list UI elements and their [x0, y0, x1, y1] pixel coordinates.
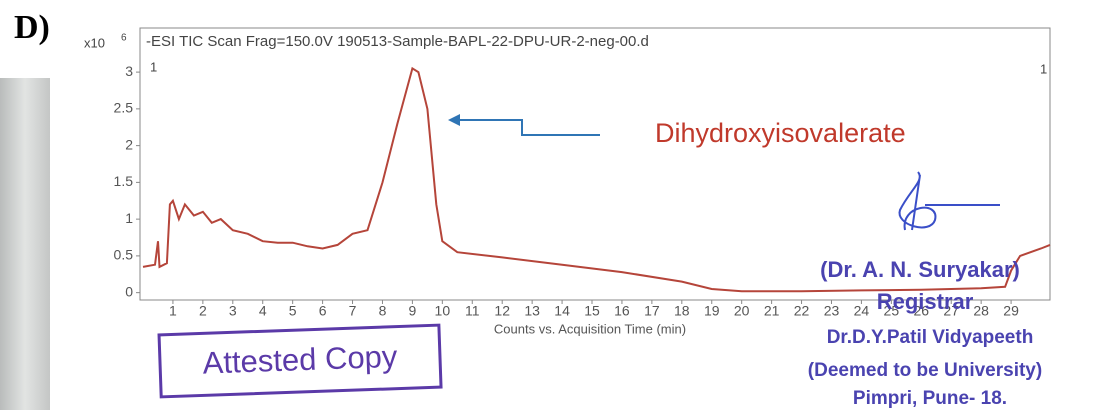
x-tick-label: 16: [614, 303, 630, 319]
annotation: Dihydroxyisovalerate: [655, 118, 906, 148]
x-tick-label: 25: [884, 303, 900, 319]
stamp: Attested Copy: [157, 323, 443, 399]
y-tick-label: 3: [125, 63, 133, 79]
vial-photo: [0, 78, 50, 410]
trace: [142, 66, 1051, 293]
x-tick-label: 22: [794, 303, 810, 319]
x-tick-label: 8: [379, 303, 387, 319]
signature-line: (Dr. A. N. Suryakar): [820, 257, 1020, 282]
signature-line: Dr.D.Y.Patil Vidyapeeth: [827, 327, 1034, 348]
arrow: [458, 119, 600, 136]
x-tick-label: 14: [554, 303, 570, 319]
x-axis-label: Counts vs. Acquisition Time (min): [494, 321, 686, 336]
arrow-head: [448, 114, 460, 126]
x-tick-label: 4: [259, 303, 267, 319]
signature: (Dr. A. N. Suryakar) Registrar Dr.D.Y.Pa…: [808, 257, 1042, 409]
x-tick-label: 1: [169, 303, 177, 319]
x-tick-label: 2: [199, 303, 207, 319]
y-tick-label: 0.5: [114, 247, 134, 263]
x-tick-label: 20: [734, 303, 750, 319]
y-tick-label: 1.5: [114, 173, 134, 189]
y-tick-label: 2.5: [114, 100, 134, 116]
y-scale-exponent: 6: [121, 33, 127, 44]
x-tick-label: 28: [973, 303, 989, 319]
x-tick-label: 10: [435, 303, 451, 319]
x-tick-label: 17: [644, 303, 660, 319]
y-tick-label: 0: [125, 283, 133, 299]
x-tick-label: 18: [674, 303, 690, 319]
signature-line: Pimpri, Pune- 18.: [853, 388, 1007, 409]
x-tick-label: 9: [409, 303, 417, 319]
y-tick-label: 2: [125, 136, 133, 152]
marker: 1: [1040, 61, 1047, 76]
x-tick-label: 27: [943, 303, 959, 319]
signature-line: Registrar: [877, 289, 974, 314]
x-tick-label: 13: [524, 303, 540, 319]
x-tick-label: 15: [584, 303, 600, 319]
plot-frame: [139, 27, 1051, 301]
x-tick-label: 5: [289, 303, 297, 319]
stamp-text: Attested Copy: [202, 339, 398, 381]
stamp-box: [157, 323, 443, 399]
y-scale-base: x10: [84, 35, 105, 50]
panel-label: D): [14, 9, 50, 46]
x-tick-label: 24: [854, 303, 870, 319]
x-tick-label: 7: [349, 303, 357, 319]
x-tick-label: 21: [764, 303, 780, 319]
x-tick-label: 11: [465, 303, 480, 319]
chart-title: -ESI TIC Scan Frag=150.0V 190513-Sample-…: [146, 33, 649, 50]
signature-line: (Deemed to be University): [808, 360, 1042, 381]
x-tick-label: 3: [229, 303, 237, 319]
x-tick-label: 23: [824, 303, 840, 319]
signature-scribble: [898, 171, 1000, 231]
chart-layer: 00.511.522.531 2 3 4 5 6 7 8 9 10 11 12 13 14 15 16 17 18…: [114, 63, 1051, 319]
marker: 1: [150, 59, 157, 74]
x-tick-label: 12: [494, 303, 510, 319]
x-tick-label: 6: [319, 303, 327, 319]
y-tick-label: 1: [125, 210, 133, 226]
x-tick-label: 19: [704, 303, 720, 319]
x-tick-label: 29: [1003, 303, 1019, 319]
x-tick-label: 26: [913, 303, 929, 319]
